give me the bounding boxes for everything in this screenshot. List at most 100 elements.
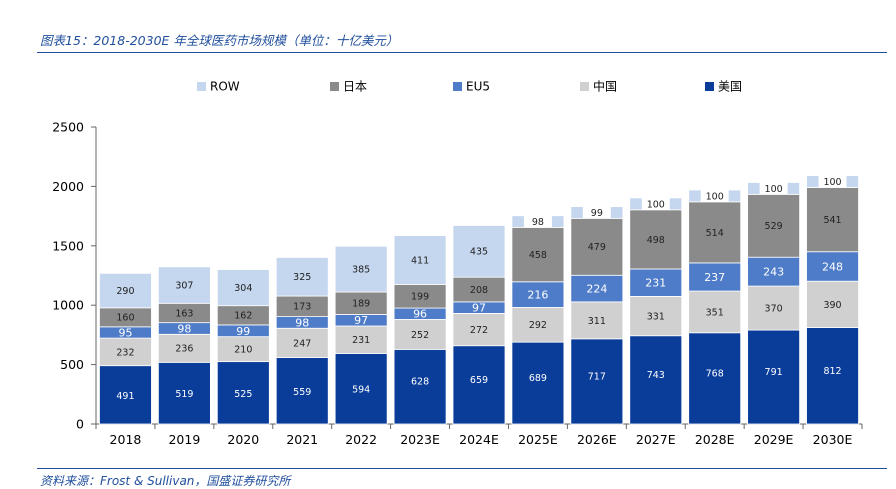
bar-segment [511, 307, 565, 343]
x-tick-label: 2021 [286, 432, 318, 447]
data-label: 491 [116, 391, 134, 402]
data-label: 243 [763, 266, 784, 279]
data-label: 98 [532, 217, 544, 228]
data-label: 208 [470, 285, 488, 296]
bar-segment [275, 257, 329, 297]
y-tick-label: 500 [60, 357, 84, 372]
legend-item: 日本 [330, 80, 367, 94]
data-label: 370 [765, 303, 783, 314]
data-label: 216 [527, 289, 548, 302]
data-label: 199 [411, 292, 429, 303]
data-label: 812 [823, 366, 841, 377]
data-label: 292 [529, 320, 547, 331]
bar-segment [393, 235, 447, 285]
bar-segment [511, 341, 565, 425]
data-label: 385 [352, 265, 370, 276]
bar-segment [157, 333, 211, 363]
data-label: 411 [411, 255, 429, 266]
data-label: 311 [588, 316, 606, 327]
bar-segment [688, 290, 742, 334]
data-label: 248 [822, 260, 843, 273]
data-label: 514 [706, 228, 724, 239]
bar-segment [452, 312, 506, 347]
bar-segment [629, 209, 683, 270]
source-note: 资料来源：Frost & Sullivan，国盛证券研究所 [40, 474, 291, 488]
bar-stack: 689 292 216 458 98 [511, 215, 565, 425]
bar-segment [511, 226, 565, 283]
legend-swatch [197, 82, 206, 91]
y-axis: 0 500 1000 1500 2000 2500 [52, 120, 97, 432]
data-label: 272 [470, 325, 488, 336]
data-label: 290 [116, 286, 134, 297]
legend-swatch [330, 82, 339, 91]
bar-stack: 491 232 95 160 290 [99, 272, 152, 425]
data-label: 325 [293, 272, 311, 283]
bar-stack: 717 311 224 479 99 [570, 206, 624, 425]
data-label: 479 [588, 242, 606, 253]
x-tick-label: 2028E [695, 432, 735, 447]
bar-stack: 768 351 237 514 100 [688, 189, 742, 425]
bars: 491 232 95 160 290 519 236 98 163 307 525 210 99 162 3… [99, 175, 859, 425]
bar-stack: 519 236 98 163 307 [157, 266, 211, 425]
data-label: 237 [704, 271, 725, 284]
data-label: 99 [236, 325, 250, 338]
data-label: 252 [411, 330, 429, 341]
bar-segment [157, 361, 211, 425]
data-label-background [759, 182, 788, 195]
data-label: 689 [529, 373, 547, 384]
data-label: 231 [352, 335, 370, 346]
data-label-background [641, 197, 670, 210]
bar-stack: 659 272 97 208 435 [452, 225, 506, 425]
bar-segment [452, 225, 506, 278]
bar-segment [570, 338, 624, 425]
legend-item: 中国 [580, 79, 617, 94]
legend-swatch [453, 82, 462, 91]
data-label: 743 [647, 370, 665, 381]
bar-stack: 743 331 231 498 100 [629, 197, 683, 425]
x-tick-label: 2027E [636, 432, 676, 447]
x-axis: 2018 2019 2020 2021 2022 2023E 2024E 2025E 2026E… [95, 423, 863, 447]
data-label: 231 [645, 277, 666, 290]
bar-segment [99, 272, 152, 309]
data-label: 791 [765, 367, 783, 378]
x-tick-label: 2025E [518, 432, 558, 447]
data-label: 659 [470, 375, 488, 386]
bar-segment [629, 296, 683, 337]
bar-segment [216, 361, 270, 425]
bar-segment [747, 329, 801, 425]
data-label: 559 [293, 387, 311, 398]
legend-label: 中国 [593, 79, 617, 94]
bar-segment [393, 319, 447, 350]
bottom-rule [37, 468, 887, 469]
x-tick-label: 2018 [110, 432, 142, 447]
data-label: 307 [175, 280, 193, 291]
bar-segment [806, 280, 859, 328]
data-label: 100 [706, 191, 724, 202]
data-label: 525 [234, 389, 252, 400]
bar-segment [275, 327, 329, 358]
bar-segment [334, 245, 388, 293]
data-label: 97 [354, 314, 368, 327]
bar-segment [629, 335, 683, 425]
bar-segment [99, 365, 152, 425]
x-tick-label: 2029E [754, 432, 794, 447]
legend-label: EU5 [466, 80, 490, 94]
bar-stack: 559 247 98 173 325 [275, 257, 329, 425]
x-tick-label: 2022 [345, 432, 377, 447]
data-label: 519 [175, 389, 193, 400]
data-label: 331 [647, 311, 665, 322]
bar-segment [629, 268, 683, 297]
data-label: 498 [647, 235, 665, 246]
data-label: 163 [175, 308, 193, 319]
bar-segment [99, 337, 152, 367]
data-label: 628 [411, 377, 429, 388]
data-label: 232 [116, 347, 134, 358]
data-label: 304 [234, 283, 252, 294]
y-tick-label: 2000 [52, 179, 84, 194]
top-rule [37, 52, 887, 53]
legend-item: ROW [197, 80, 240, 94]
y-tick-label: 2500 [52, 120, 84, 135]
x-tick-label: 2019 [168, 432, 200, 447]
legend-label: ROW [210, 80, 240, 94]
